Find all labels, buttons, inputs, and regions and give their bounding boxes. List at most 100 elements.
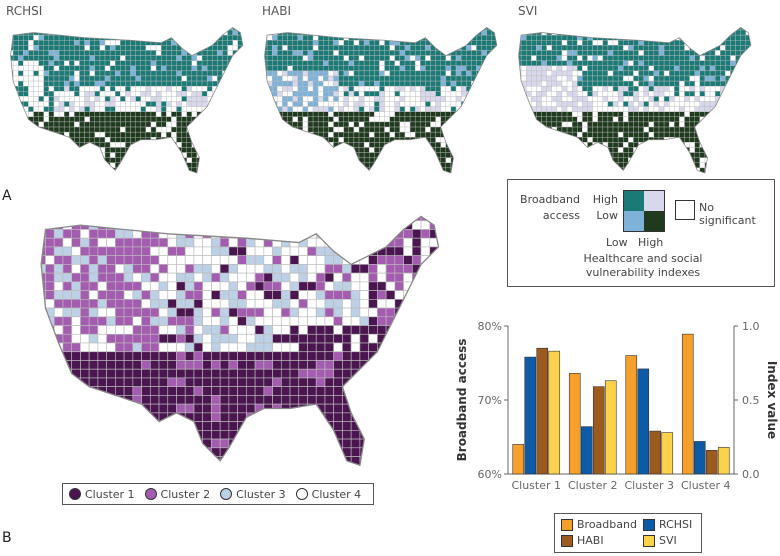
county-cell: [149, 368, 160, 379]
county-cell: [577, 116, 583, 123]
county-cell: [158, 386, 169, 396]
county-cell: [99, 29, 106, 36]
county-cell: [33, 167, 39, 173]
county-cell: [374, 50, 380, 56]
county-cell: [166, 27, 172, 31]
county-cell: [317, 121, 324, 128]
county-cell: [476, 142, 482, 148]
county-cell: [409, 60, 416, 66]
county-cell: [99, 137, 106, 143]
county-cell: [211, 438, 221, 449]
county-cell: [638, 91, 644, 97]
county-cell: [232, 96, 238, 102]
county-cell: [628, 60, 634, 66]
county-cell: [106, 216, 116, 222]
county-cell: [84, 70, 90, 77]
county-cell: [709, 142, 716, 148]
county-cell: [679, 45, 685, 51]
county-cell: [399, 147, 406, 153]
county-cell: [709, 96, 716, 102]
county-cell: [333, 172, 339, 173]
county-cell: [212, 34, 218, 41]
county-cell: [237, 65, 243, 72]
county-cell: [546, 55, 552, 61]
county-cell: [374, 162, 380, 169]
county-cell: [141, 307, 151, 318]
county-cell: [246, 237, 256, 248]
county-cell: [94, 131, 101, 138]
county-cell: [541, 60, 547, 66]
county-cell: [440, 27, 447, 31]
county-cell: [491, 137, 497, 143]
county-cell: [561, 106, 568, 112]
county-cell: [38, 55, 44, 61]
county-cell: [71, 421, 81, 431]
county-cell: [88, 368, 99, 379]
county-cell: [577, 121, 583, 128]
county-cell: [435, 75, 441, 82]
county-cell: [328, 137, 334, 143]
county-cell: [132, 316, 142, 326]
county-cell: [302, 75, 309, 82]
county-cell: [58, 142, 65, 148]
county-cell: [23, 157, 29, 163]
county-cell: [317, 152, 324, 158]
county-cell: [317, 75, 324, 82]
county-cell: [191, 152, 198, 158]
county-cell: [348, 91, 355, 97]
county-cell: [28, 101, 34, 107]
county-cell: [48, 96, 55, 102]
county-cell: [496, 34, 497, 41]
county-cell: [41, 464, 46, 466]
county-cell: [297, 121, 304, 128]
county-cell: [109, 106, 116, 112]
county-cell: [617, 50, 624, 56]
county-cell: [206, 121, 213, 128]
county-cell: [38, 147, 44, 153]
county-cell: [272, 172, 278, 173]
county-cell: [496, 70, 497, 77]
county-cell: [379, 91, 385, 97]
county-cell: [476, 116, 482, 123]
county-cell: [363, 152, 370, 158]
county-cell: [699, 29, 706, 36]
county-cell: [149, 220, 160, 230]
county-cell: [115, 96, 121, 102]
county-cell: [106, 412, 116, 422]
county-cell: [130, 50, 136, 56]
county-cell: [219, 237, 230, 248]
county-cell: [167, 360, 177, 370]
county-cell: [338, 126, 344, 133]
county-cell: [720, 167, 726, 173]
county-cell: [63, 50, 70, 56]
county-cell: [97, 438, 107, 449]
county-cell: [33, 34, 39, 41]
county-cell: [720, 45, 726, 51]
county-cell: [307, 116, 314, 123]
county-cell: [41, 395, 46, 405]
county-cell: [104, 167, 111, 173]
county-cell: [389, 80, 395, 87]
county-cell: [597, 106, 603, 112]
county-cell: [18, 106, 24, 112]
county-cell: [476, 157, 482, 163]
county-cell: [202, 299, 212, 309]
county-cell: [643, 80, 649, 87]
county-cell: [201, 50, 208, 56]
county-cell: [166, 55, 172, 61]
county-cell: [302, 147, 309, 153]
county-cell: [745, 75, 751, 82]
county-cell: [633, 111, 639, 118]
map-title-rchsi: RCHSI: [6, 4, 43, 18]
county-cell: [123, 216, 134, 222]
county-cell: [394, 131, 401, 138]
county-cell: [45, 351, 55, 361]
county-cell: [674, 29, 680, 36]
county-cell: [399, 34, 406, 41]
county-cell: [561, 96, 568, 102]
county-cell: [115, 29, 121, 36]
county-cell: [135, 131, 141, 138]
county-cell: [193, 237, 204, 248]
county-cell: [155, 34, 162, 41]
county-cell: [491, 50, 497, 56]
